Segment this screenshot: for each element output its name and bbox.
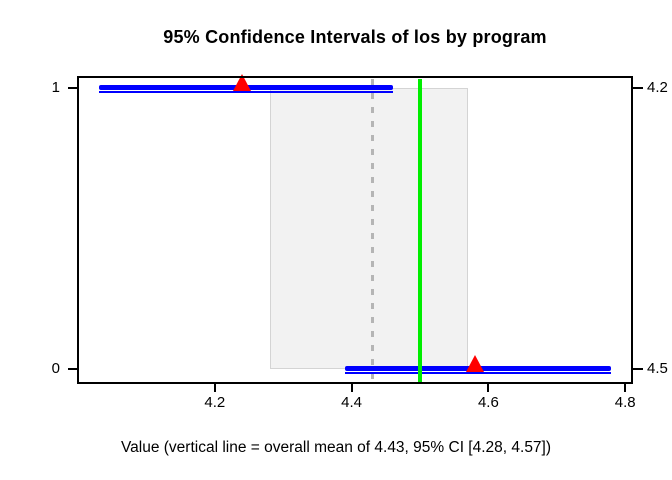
x-tick xyxy=(487,384,490,392)
right-tick xyxy=(633,87,643,89)
group-1-ci-line-thin xyxy=(98,91,393,93)
right-axis-label: 4.5 xyxy=(647,360,668,377)
x-axis-caption: Value (vertical line = overall mean of 4… xyxy=(120,439,552,456)
overall-ci-band xyxy=(269,88,468,369)
group-0-ci-line-thin xyxy=(344,372,612,374)
overall-mean-line xyxy=(370,79,374,383)
group-0-mean-marker xyxy=(465,355,484,372)
x-tick-label: 4.6 xyxy=(477,394,499,411)
reference-line xyxy=(418,79,422,383)
group-1-mean-marker xyxy=(233,74,252,91)
x-tick-label: 4.2 xyxy=(204,394,226,411)
x-tick-label: 4.4 xyxy=(341,394,363,411)
x-tick xyxy=(213,384,216,392)
y-tick xyxy=(68,368,78,370)
x-tick xyxy=(624,384,627,392)
x-tick xyxy=(350,384,353,392)
y-tick-label: 0 xyxy=(51,360,60,377)
y-tick-label: 1 xyxy=(51,79,60,96)
chart-title: 95% Confidence Intervals of los by progr… xyxy=(163,27,547,47)
y-tick xyxy=(68,87,78,89)
right-tick xyxy=(633,368,643,370)
right-axis-label: 4.2 xyxy=(647,79,668,96)
x-tick-label: 4.8 xyxy=(614,394,636,411)
plot-border xyxy=(77,76,633,384)
